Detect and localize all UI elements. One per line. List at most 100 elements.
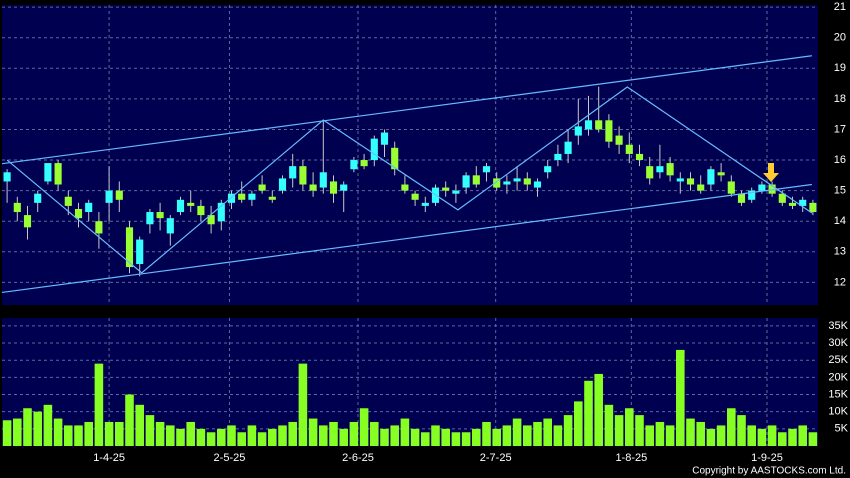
volume-bar	[94, 363, 104, 446]
candle-body	[207, 215, 215, 225]
candle-body	[676, 178, 684, 182]
candle-body	[44, 163, 52, 182]
volume-bar	[808, 432, 818, 446]
x-tick-label: 1-8-25	[615, 452, 647, 464]
candle-body	[442, 187, 450, 191]
y-tick-label: 19	[834, 62, 846, 74]
candle-body	[217, 202, 225, 222]
volume-bar	[451, 432, 461, 446]
candle-body	[289, 166, 297, 179]
candle-body	[625, 144, 633, 154]
candle-body	[727, 181, 735, 194]
y-tick-label: 14	[834, 215, 846, 227]
volume-tick-label: 15K	[828, 388, 848, 400]
x-tick-label: 1-9-25	[751, 452, 783, 464]
candle-body	[462, 175, 470, 188]
candle-body	[656, 166, 664, 173]
candle-body	[584, 120, 593, 130]
candle-body	[380, 132, 389, 145]
volume-bar	[676, 349, 685, 446]
volume-bar	[645, 425, 654, 446]
candle-body	[146, 212, 154, 225]
y-tick-label: 15	[834, 185, 846, 197]
volume-bar	[441, 428, 450, 446]
candle-body	[788, 202, 797, 206]
candle-body	[493, 178, 501, 188]
volume-tick-label: 25K	[828, 354, 848, 366]
volume-bar	[767, 425, 777, 446]
candle-body	[176, 199, 185, 213]
candle-body	[329, 181, 338, 194]
y-tick-label: 13	[834, 246, 846, 258]
volume-bar	[594, 373, 603, 446]
candle-body	[544, 166, 552, 173]
candle-body	[278, 178, 287, 191]
candle-body	[3, 172, 11, 182]
candle-body	[452, 190, 460, 194]
candle-body	[605, 120, 613, 142]
volume-bar	[798, 425, 807, 446]
candle-body	[360, 160, 368, 167]
candle-body	[187, 202, 195, 206]
x-tick-label: 2-7-25	[480, 452, 512, 464]
volume-bar	[788, 428, 797, 446]
volume-bar	[543, 418, 552, 446]
candle-body	[401, 184, 409, 191]
candle-body	[238, 193, 246, 200]
volume-bar	[2, 420, 12, 446]
volume-bar	[186, 421, 195, 446]
volume-tick-label: 30K	[828, 337, 848, 349]
volume-bar	[390, 425, 399, 446]
volume-bar	[696, 421, 705, 446]
candle-body	[748, 190, 756, 200]
volume-bar	[492, 428, 501, 446]
volume-bar	[268, 428, 277, 446]
candle-body	[268, 196, 276, 200]
volume-bar	[553, 425, 563, 446]
candle-body	[523, 178, 531, 185]
volume-bar	[319, 425, 328, 446]
candle-body	[299, 166, 307, 185]
marks: 12 13 14 15 16 17 18 19 20 21 5K 10K 15K 20K 25K 30K 35K…	[1, 1, 849, 464]
volume-bar	[176, 428, 185, 446]
arrow-annotation	[763, 163, 779, 182]
candle-body	[533, 181, 542, 188]
candle-body	[615, 135, 623, 145]
volume-bar	[247, 425, 257, 446]
candle-body	[166, 218, 174, 234]
volume-bar	[563, 415, 573, 446]
volume-bar	[757, 428, 767, 446]
volume-bar	[237, 432, 246, 446]
x-tick-label: 2-6-25	[342, 452, 374, 464]
volume-bar	[716, 425, 726, 446]
candle-body	[340, 184, 348, 191]
candle-body	[258, 184, 266, 191]
candle-body	[105, 190, 113, 203]
candle-body	[156, 212, 164, 219]
candle-body	[595, 120, 603, 130]
candle-body	[758, 184, 766, 191]
candle-body	[707, 169, 715, 185]
candle-body	[411, 193, 419, 200]
price-panel	[2, 5, 818, 305]
candle-body	[737, 193, 746, 203]
candle-body	[74, 208, 83, 219]
candle-body	[95, 221, 103, 234]
candle-body	[482, 166, 491, 173]
volume-bar	[410, 428, 420, 446]
volume-bar	[13, 418, 22, 446]
volume-bar	[686, 418, 695, 446]
volume-tick-label: 35K	[828, 320, 848, 332]
volume-bar	[64, 425, 73, 446]
candle-body	[686, 178, 695, 185]
candle-body	[309, 184, 317, 191]
candle-body	[513, 178, 521, 182]
candle-body	[125, 227, 134, 268]
candle-body	[635, 153, 644, 161]
y-tick-label: 16	[834, 154, 846, 166]
candle-body	[23, 215, 32, 228]
y-tick-label: 17	[834, 123, 846, 135]
volume-bar	[74, 425, 83, 446]
volume-panel	[2, 318, 818, 446]
